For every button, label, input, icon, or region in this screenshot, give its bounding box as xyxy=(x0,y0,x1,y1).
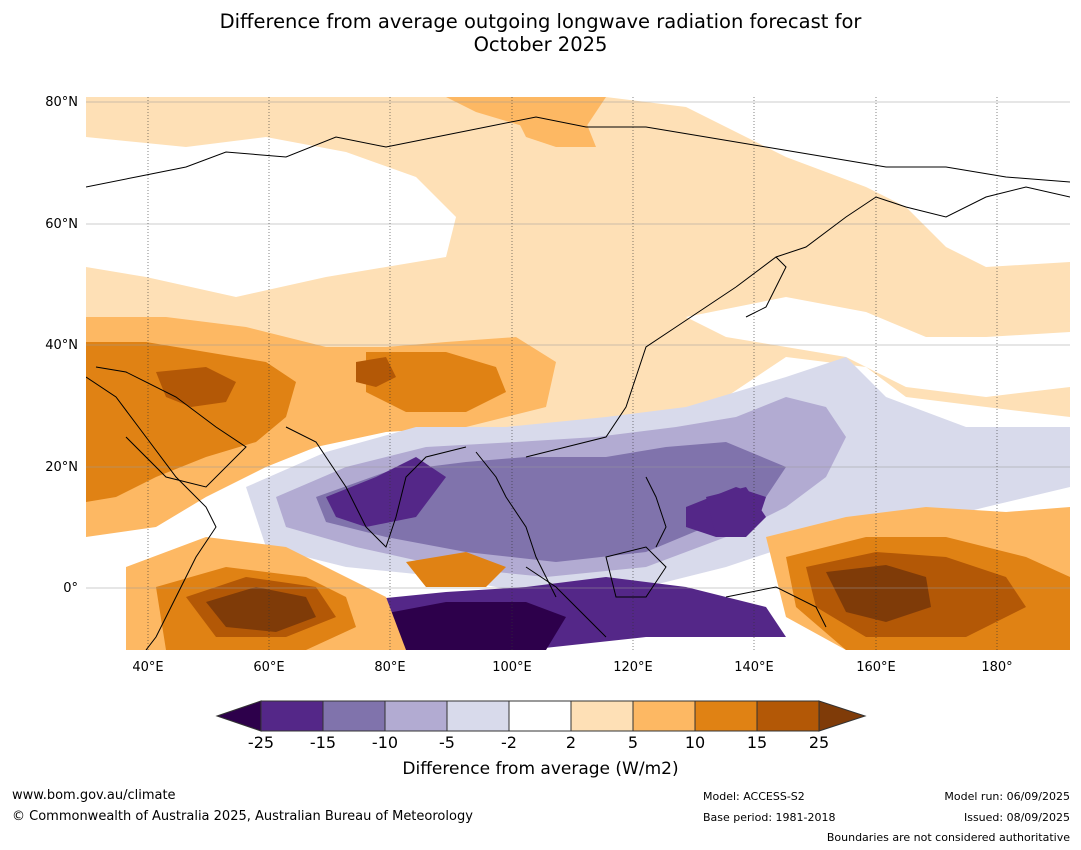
lat-label-60n: 60°N xyxy=(45,217,78,232)
coastline-russia-pacific xyxy=(735,186,1070,288)
colorbar-segment-below-min xyxy=(215,700,262,732)
footer-copyright: © Commonwealth of Australia 2025, Austra… xyxy=(12,809,473,824)
coastline-philippines xyxy=(645,476,667,548)
anomaly-map-canvas xyxy=(86,97,1070,650)
footer-base-period: Base period: 1981-2018 xyxy=(703,811,836,824)
map-title-line1: Difference from average outgoing longwav… xyxy=(219,10,862,33)
anomaly-region-extreme-pacific xyxy=(826,565,931,622)
lat-label-80n: 80°N xyxy=(45,95,78,110)
coastline-arctic xyxy=(86,116,1070,188)
anomaly-region-strong-middle-east xyxy=(86,342,296,502)
lat-label-0: 0° xyxy=(63,581,78,596)
colorbar-tick-7: 5 xyxy=(627,733,639,752)
coastline-new-guinea xyxy=(725,586,827,628)
anomaly-region-neutral-east xyxy=(686,297,1070,397)
anomaly-region-negative-very-strong xyxy=(326,457,446,527)
colorbar-tick-9: 15 xyxy=(746,733,768,752)
colorbar-tick-4: -5 xyxy=(439,733,455,752)
footer-disclaimer: Boundaries are not considered authoritat… xyxy=(826,831,1070,844)
footer-model-run: Model run: 06/09/2025 xyxy=(944,790,1070,803)
colorbar-canvas xyxy=(215,700,867,732)
map-title: Difference from average outgoing longwav… xyxy=(0,10,1081,56)
colorbar-segment-1 xyxy=(260,700,324,732)
anomaly-region-negative-extreme xyxy=(366,602,566,650)
colorbar-segment-4 xyxy=(446,700,510,732)
coastline-arabia-africa xyxy=(86,376,217,650)
colorbar-label: Difference from average (W/m2) xyxy=(402,759,679,779)
colorbar-tick-8: 10 xyxy=(684,733,706,752)
coastline-sumatra xyxy=(525,566,607,638)
colorbar-tick-3: -10 xyxy=(371,733,399,752)
colorbar-segment-7 xyxy=(632,700,696,732)
coastline-arabia xyxy=(95,366,247,488)
colorbar-tick-5: -2 xyxy=(501,733,517,752)
colorbar-segment-3 xyxy=(384,700,448,732)
anomaly-region-neutral-north xyxy=(86,137,456,297)
colorbar-segment-5 xyxy=(508,700,572,732)
anomaly-region-negative-very-strong-east xyxy=(706,487,766,537)
map-graticule xyxy=(86,101,1070,589)
map-meridians xyxy=(147,97,998,650)
lat-label-40n: 40°N xyxy=(45,338,78,353)
anomaly-region-very-strong-tibet xyxy=(356,357,396,387)
colorbar-tick-10: 25 xyxy=(808,733,830,752)
coastline-se-asia xyxy=(475,451,557,598)
colorbar-tick-2: -15 xyxy=(309,733,337,752)
lon-label-160e: 160°E xyxy=(856,660,896,675)
anomaly-region-extreme-south-indian xyxy=(206,587,316,632)
anomaly-map xyxy=(86,97,1070,650)
colorbar-tick-6: 2 xyxy=(565,733,577,752)
colorbar-segment-6 xyxy=(570,700,634,732)
colorbar-segment-above-max xyxy=(818,700,867,732)
footer-website-link[interactable]: www.bom.gov.au/climate xyxy=(12,788,176,803)
colorbar-tick-1: -25 xyxy=(247,733,275,752)
footer-issued: Issued: 08/09/2025 xyxy=(963,811,1070,824)
lon-label-140e: 140°E xyxy=(734,660,774,675)
coastline-japan xyxy=(745,256,787,318)
lat-label-20n: 20°N xyxy=(45,460,78,475)
coastline-india xyxy=(285,426,467,548)
anomaly-region-positive-north-strong xyxy=(446,97,606,127)
map-title-line2: October 2025 xyxy=(473,33,608,56)
lon-label-120e: 120°E xyxy=(613,660,653,675)
lon-label-180: 180° xyxy=(981,660,1013,675)
coastline-china xyxy=(525,286,737,458)
colorbar-segment-2 xyxy=(322,700,386,732)
colorbar xyxy=(215,700,867,732)
lon-label-80e: 80°E xyxy=(374,660,406,675)
anomaly-region-strong-bay xyxy=(406,552,506,587)
colorbar-segment-8 xyxy=(694,700,758,732)
anomaly-region-strong-tibet xyxy=(366,352,506,412)
lon-label-40e: 40°E xyxy=(132,660,164,675)
lon-label-60e: 60°E xyxy=(253,660,285,675)
colorbar-segment-9 xyxy=(756,700,820,732)
coastline-borneo xyxy=(605,546,667,598)
footer-model: Model: ACCESS-S2 xyxy=(703,790,805,803)
lon-label-100e: 100°E xyxy=(492,660,532,675)
coastlines xyxy=(86,116,1070,650)
